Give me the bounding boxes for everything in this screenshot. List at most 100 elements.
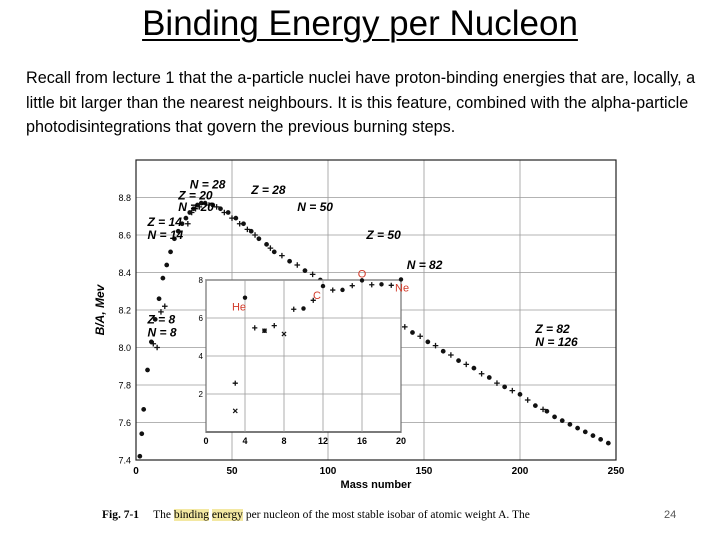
inset-element-label: O	[358, 268, 367, 280]
data-point-dot	[559, 418, 565, 424]
data-point-cross	[417, 333, 423, 340]
data-point-dot	[456, 358, 461, 364]
y-axis-label: B/A, Mev	[93, 283, 107, 335]
data-point-dot	[575, 425, 580, 431]
data-point-cross	[463, 361, 470, 368]
caption-lead: Fig. 7-1	[102, 509, 140, 521]
magic-number-label: N = 50	[297, 200, 333, 214]
inset-y-tick-label: 2	[199, 390, 204, 399]
data-point-dot	[198, 200, 204, 206]
inset-data-point-x	[232, 408, 238, 414]
data-point-dot	[137, 453, 143, 459]
x-tick-label: 100	[320, 466, 337, 477]
data-point-dot	[486, 375, 492, 380]
data-point-cross	[252, 232, 258, 238]
y-tick-label: 7.8	[118, 381, 131, 391]
data-point-dot	[552, 414, 557, 420]
page-number: 24	[664, 509, 677, 521]
inset-y-tick-label: 6	[199, 314, 204, 323]
caption-text-before: The	[153, 509, 171, 521]
y-tick-label: 8.0	[118, 343, 131, 353]
magic-number-label: Z = 20	[177, 189, 213, 203]
data-point-dot	[148, 339, 154, 345]
inset-data-point-dot	[301, 306, 306, 311]
x-tick-label: 50	[226, 466, 238, 477]
data-point-dot	[248, 228, 254, 234]
data-point-dot	[175, 228, 181, 234]
caption-text-after: per nucleon of the most stable isobar of…	[245, 509, 530, 521]
data-point-cross	[524, 397, 531, 403]
data-point-dot	[544, 408, 550, 414]
magic-number-label: Z = 82	[534, 322, 570, 336]
data-point-cross	[279, 252, 285, 259]
inset-x-tick-label: 0	[203, 436, 208, 446]
inset-data-point-cross	[369, 282, 375, 288]
y-tick-label: 8.2	[118, 306, 131, 316]
magic-number-label: Z = 14	[147, 215, 183, 229]
inset-data-point-cross	[349, 283, 355, 289]
x-tick-label: 200	[512, 466, 529, 477]
data-point-dot	[152, 316, 158, 322]
inset-data-point-dot	[320, 283, 326, 289]
data-point-dot	[532, 403, 538, 409]
data-point-cross	[267, 245, 274, 251]
inset-data-point-cross	[252, 325, 258, 331]
magic-number-label: N = 8	[148, 326, 177, 340]
inset-data-point-x	[261, 328, 268, 334]
data-point-cross	[244, 226, 251, 233]
magic-number-label: N = 14	[148, 228, 184, 242]
inset-data-point-cross	[388, 282, 394, 288]
inset-y-tick-label: 4	[199, 352, 204, 361]
data-point-cross	[196, 204, 203, 210]
inset-data-point-cross	[310, 297, 316, 303]
data-point-dot	[172, 236, 177, 242]
data-point-dot	[256, 236, 262, 242]
y-tick-label: 8.8	[118, 193, 131, 203]
inset-data-point-cross	[232, 380, 238, 386]
x-tick-label: 0	[133, 466, 139, 477]
data-point-dot	[225, 210, 231, 215]
data-point-dot	[410, 330, 415, 335]
data-point-dot	[425, 339, 431, 345]
inset-data-point-cross	[291, 306, 297, 312]
x-tick-label: 250	[608, 466, 625, 477]
data-point-cross	[162, 303, 168, 310]
data-point-dot	[590, 433, 596, 439]
data-point-dot	[233, 215, 239, 221]
data-point-cross	[432, 342, 439, 349]
data-point-dot	[271, 249, 277, 255]
magic-number-label: N = 28	[190, 177, 226, 191]
data-point-cross	[206, 202, 212, 208]
inset-data-point-dot	[340, 287, 345, 293]
inset-x-tick-label: 12	[318, 436, 328, 446]
data-point-dot	[440, 348, 446, 354]
data-point-dot	[145, 367, 150, 373]
data-point-dot	[156, 296, 162, 302]
data-point-cross	[213, 204, 220, 210]
magic-number-label: N = 20	[178, 200, 214, 214]
data-point-dot	[502, 384, 508, 390]
y-tick-label: 7.6	[118, 418, 131, 428]
inset-x-tick-label: 4	[242, 436, 247, 446]
data-point-cross	[236, 220, 243, 227]
data-point-cross	[309, 271, 316, 278]
x-tick-label: 150	[416, 466, 433, 477]
data-point-dot	[302, 268, 308, 274]
inset-element-label: Ne	[395, 282, 409, 294]
data-point-cross	[494, 380, 500, 386]
data-point-cross	[402, 324, 408, 330]
magic-number-label: Z = 50	[365, 228, 401, 242]
data-point-cross	[185, 220, 191, 227]
data-point-dot	[598, 436, 604, 442]
data-point-dot	[471, 365, 477, 371]
data-point-dot	[179, 221, 185, 227]
magic-number-label: N = 126	[535, 335, 578, 349]
inset-data-point-cross	[330, 287, 336, 293]
inset-data-point-dot	[379, 282, 384, 287]
data-point-cross	[150, 340, 157, 347]
x-axis-label: Mass number	[341, 479, 413, 490]
slide-title: Binding Energy per Nucleon	[142, 4, 578, 43]
binding-energy-figure: 0 50 100 150 200 2507.47.67.88.08.28.48.68.8M…	[93, 159, 625, 490]
data-point-dot	[195, 202, 200, 208]
